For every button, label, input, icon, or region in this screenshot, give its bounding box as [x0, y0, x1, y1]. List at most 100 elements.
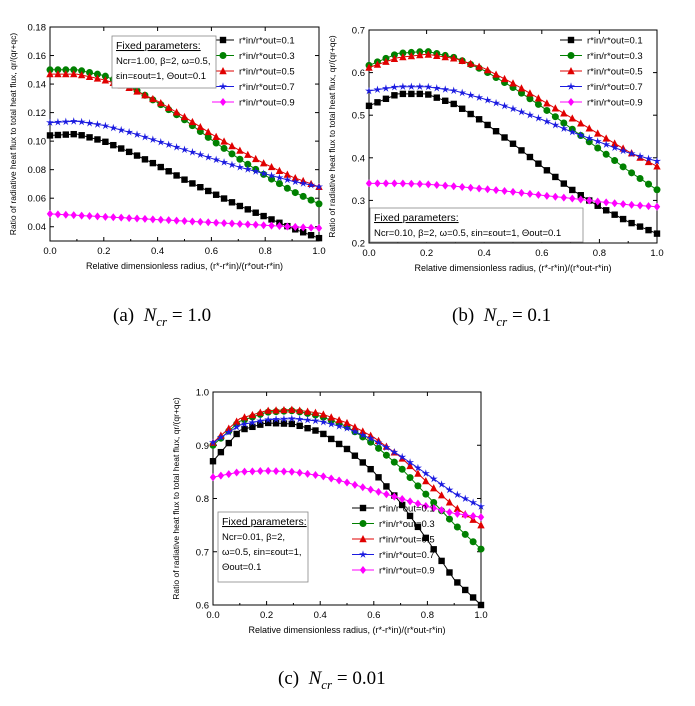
data-point [462, 510, 469, 519]
data-point [602, 198, 610, 207]
data-point [228, 142, 236, 150]
data-point [264, 415, 273, 424]
data-point [249, 423, 256, 431]
data-point [569, 194, 576, 203]
data-point [391, 179, 398, 188]
data-point [475, 116, 483, 123]
data-point [228, 199, 236, 206]
y-tick-label: 0.12 [28, 108, 47, 119]
data-point [93, 74, 102, 82]
data-point [438, 506, 445, 515]
data-point [351, 480, 359, 489]
data-point [173, 216, 180, 225]
legend: r*in/r*out=0.1 r*in/r*out=0.3 r*in/r*out=0… [352, 504, 435, 577]
x-axis-label: Relative dimensionless radius, (r*-r*in)… [86, 261, 283, 271]
data-point [244, 160, 252, 168]
data-point [407, 52, 416, 60]
data-point [367, 485, 374, 494]
data-point [243, 165, 252, 173]
data-point [453, 504, 462, 512]
data-point [518, 188, 525, 197]
data-point [260, 221, 267, 230]
data-point [149, 215, 157, 224]
data-point [382, 57, 390, 65]
data-point [236, 155, 244, 163]
data-point [287, 414, 296, 423]
data-point [374, 99, 381, 106]
data-point [181, 217, 188, 226]
series-1 [365, 90, 661, 237]
data-point [240, 413, 249, 421]
data-point [109, 123, 118, 132]
legend-label: r*in/r*out=0.9 [379, 566, 435, 577]
series-4 [209, 414, 485, 510]
data-point [225, 439, 232, 447]
y-tick-label: 0.16 [28, 51, 47, 62]
x-tick-label: 0.8 [593, 248, 606, 259]
data-point [551, 113, 559, 121]
data-point [421, 469, 430, 477]
y-axis-label: Ratio of radiative heat flux to total he… [171, 397, 181, 600]
data-point [569, 186, 576, 194]
data-point [180, 145, 189, 154]
data-point [77, 71, 86, 79]
data-point [416, 180, 424, 189]
data-point [430, 484, 438, 492]
data-point [164, 103, 173, 111]
data-point [272, 467, 280, 476]
data-point [445, 498, 454, 506]
data-point [264, 419, 272, 427]
data-point [492, 98, 501, 107]
data-point [559, 124, 568, 132]
data-point [585, 134, 594, 142]
data-point [413, 463, 422, 472]
data-point [235, 163, 244, 171]
data-point [315, 200, 323, 208]
data-point [543, 191, 551, 200]
data-point [86, 134, 93, 141]
annotation-box: Fixed parameters: Ncr=0.01, β=2, ω=0.5, εi… [217, 511, 309, 583]
data-point [252, 209, 259, 216]
data-point [477, 513, 485, 522]
data-point [70, 70, 78, 78]
data-point [236, 219, 244, 228]
data-point [628, 219, 635, 227]
data-point [475, 62, 483, 70]
data-point [577, 192, 584, 199]
data-point [283, 170, 292, 178]
data-point [236, 146, 244, 154]
data-point [267, 171, 276, 180]
data-point [299, 223, 307, 232]
data-point [501, 187, 508, 196]
data-point [209, 458, 217, 465]
data-point [133, 152, 141, 159]
data-point [576, 130, 585, 139]
data-point [492, 186, 500, 195]
x-tick-label: 0.2 [97, 246, 110, 257]
data-point [628, 200, 635, 209]
data-point [458, 88, 467, 97]
data-point [432, 83, 441, 92]
x-axis-label: Relative dimensionless radius, (r*-r*in)… [414, 263, 611, 273]
data-point [70, 211, 77, 220]
data-point [241, 425, 248, 433]
data-point [483, 95, 492, 104]
data-point [292, 222, 299, 231]
data-point [543, 99, 551, 107]
data-point [307, 196, 315, 204]
data-point [189, 217, 196, 226]
data-point [461, 494, 470, 503]
data-point [619, 215, 627, 223]
data-point [77, 117, 86, 126]
data-point [279, 414, 288, 423]
series-3 [365, 50, 661, 170]
data-point [422, 534, 430, 542]
data-point [551, 104, 560, 112]
data-point [61, 117, 70, 126]
data-point [212, 132, 220, 140]
annotation-line: Ncr=0.01, β=2, [222, 532, 285, 543]
legend-marker [219, 82, 227, 90]
data-point [653, 162, 661, 170]
data-point [315, 182, 323, 191]
data-point [526, 153, 534, 161]
